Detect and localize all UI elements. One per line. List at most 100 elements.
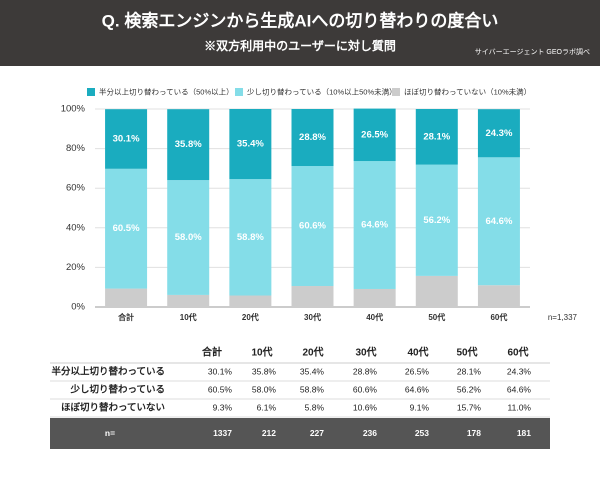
bar-segment xyxy=(167,180,210,295)
table-cell: 6.1% xyxy=(257,402,277,412)
bar-segment xyxy=(415,164,458,276)
y-tick-label: 80% xyxy=(66,143,86,154)
legend-swatch xyxy=(235,88,243,96)
table-header: 40代 xyxy=(407,346,428,359)
bar-segment xyxy=(477,285,520,307)
data-label: 35.8% xyxy=(175,139,202,150)
data-label: 64.6% xyxy=(485,216,512,227)
bar-segment xyxy=(105,288,148,307)
legend-label: 半分以上切り替わっている（50%以上） xyxy=(99,86,234,96)
table-cell: 56.2% xyxy=(457,384,482,394)
bar-segment xyxy=(353,288,396,307)
y-tick-label: 60% xyxy=(66,183,86,194)
data-label: 28.8% xyxy=(299,132,326,143)
x-tick-label: 50代 xyxy=(428,312,445,322)
data-label: 30.1% xyxy=(113,134,140,145)
y-tick-label: 40% xyxy=(66,222,86,233)
data-label: 60.5% xyxy=(113,223,140,234)
y-tick-label: 0% xyxy=(71,302,85,313)
legend-label: ほぼ切り替わっていない（10%未満） xyxy=(404,86,531,96)
x-tick-label: 40代 xyxy=(366,312,383,322)
data-label: 58.0% xyxy=(175,232,202,243)
table-cell: 10.6% xyxy=(353,402,378,412)
table-cell: 60.6% xyxy=(353,384,378,394)
bar-segment xyxy=(229,109,272,180)
data-label: 24.3% xyxy=(485,128,512,139)
sample-note: n=1,337 xyxy=(548,313,578,322)
bar-segment xyxy=(229,179,272,296)
legend-label: 少し切り替わっている（10%以上50%未満） xyxy=(247,86,397,96)
table-cell: 60.5% xyxy=(208,384,233,394)
bar-segment xyxy=(353,161,396,289)
data-label: 58.8% xyxy=(237,232,264,243)
x-tick-label: 合計 xyxy=(117,312,134,322)
data-label: 28.1% xyxy=(423,131,450,142)
table-cell: 5.8% xyxy=(305,402,325,412)
n-cell: 178 xyxy=(467,428,481,438)
bar-segment xyxy=(415,109,458,165)
table-cell: 11.0% xyxy=(508,402,532,412)
table-cell: 35.4% xyxy=(300,366,325,376)
row-label: 少し切り替わっている xyxy=(69,384,165,396)
bar-segment xyxy=(353,108,396,162)
bar-segment xyxy=(477,109,520,158)
bar-segment xyxy=(105,168,148,289)
table-cell: 58.0% xyxy=(252,384,277,394)
x-tick-label: 10代 xyxy=(180,312,197,322)
table-cell: 9.3% xyxy=(213,402,233,412)
table-cell: 28.8% xyxy=(353,366,378,376)
data-label: 60.6% xyxy=(299,221,326,232)
table-cell: 64.6% xyxy=(507,384,532,394)
n-label: n= xyxy=(105,428,115,438)
source: サイバーエージェント GEOラボ調べ xyxy=(475,47,590,56)
bar-segment xyxy=(415,275,458,307)
table-header: 60代 xyxy=(507,346,528,359)
table-cell: 24.3% xyxy=(507,366,532,376)
n-cell: 212 xyxy=(262,428,276,438)
chart-subtitle: ※双方利用中のユーザーに対し質問 xyxy=(204,38,396,53)
bar-segment xyxy=(477,157,520,286)
legend-swatch xyxy=(87,88,95,96)
data-label: 26.5% xyxy=(361,129,388,140)
table-header: 20代 xyxy=(302,346,323,359)
table-cell: 15.7% xyxy=(457,402,482,412)
x-tick-label: 30代 xyxy=(304,312,321,322)
table-cell: 35.8% xyxy=(252,366,277,376)
data-label: 56.2% xyxy=(423,215,450,226)
bar-segment xyxy=(229,295,272,307)
bar-segment xyxy=(291,286,334,307)
table-cell: 28.1% xyxy=(457,366,482,376)
data-label: 64.6% xyxy=(361,220,388,231)
bar-segment xyxy=(291,166,334,287)
legend-swatch xyxy=(392,88,400,96)
table-header: 30代 xyxy=(355,346,376,359)
n-cell: 1337 xyxy=(213,428,232,438)
row-label: ほぼ切り替わっていない xyxy=(61,402,165,414)
y-tick-label: 100% xyxy=(61,104,86,115)
table-cell: 58.8% xyxy=(300,384,325,394)
table-cell: 9.1% xyxy=(410,402,430,412)
chart-title: Q. 検索エンジンから生成AIへの切り替わりの度合い xyxy=(102,10,499,30)
y-tick-label: 20% xyxy=(66,262,86,273)
n-cell: 253 xyxy=(415,428,429,438)
table-header: 50代 xyxy=(456,346,477,359)
table-cell: 64.6% xyxy=(405,384,430,394)
n-cell: 181 xyxy=(517,428,531,438)
n-cell: 227 xyxy=(310,428,324,438)
table-header: 合計 xyxy=(201,346,222,359)
n-cell: 236 xyxy=(363,428,377,438)
data-label: 35.4% xyxy=(237,139,264,150)
bar-segment xyxy=(105,109,148,169)
header-band xyxy=(0,0,600,66)
x-tick-label: 20代 xyxy=(242,312,259,322)
bar-segment xyxy=(167,109,210,181)
x-tick-label: 60代 xyxy=(490,312,507,322)
table-cell: 26.5% xyxy=(405,366,430,376)
n-row-band xyxy=(50,418,550,449)
bar-segment xyxy=(291,109,334,167)
table-cell: 30.1% xyxy=(208,366,233,376)
row-label: 半分以上切り替わっている xyxy=(51,366,165,378)
bar-segment xyxy=(167,294,210,307)
